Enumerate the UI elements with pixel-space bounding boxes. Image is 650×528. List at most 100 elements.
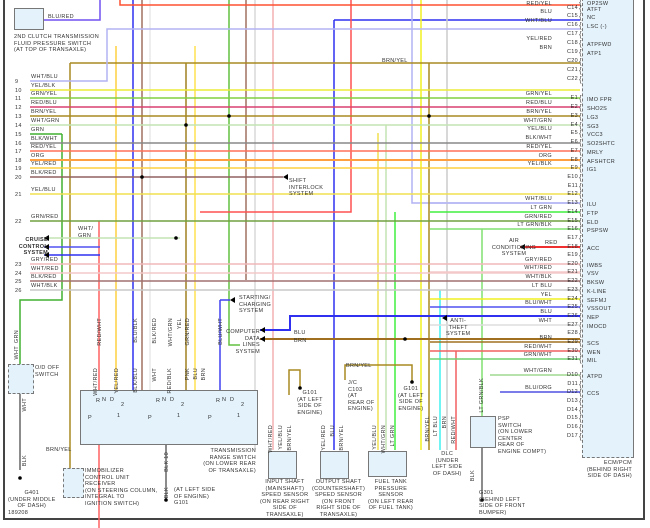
row-wire-label: WHT/GRN: [31, 118, 60, 124]
connector-pin-bracket: {: [579, 347, 582, 356]
arrow-icon: [520, 244, 525, 250]
dlc_wires-label: LT BLU: [433, 416, 439, 436]
ecm-pin-d10: D10: [567, 372, 578, 378]
connector-pin-bracket: {: [579, 234, 582, 243]
ecm-wire-label: YEL: [540, 292, 552, 298]
clutch-switch-label: 2ND CLUTCH TRANSMISSION FLUID PRESSURE S…: [14, 34, 100, 53]
clutch-pressure-switch: [14, 8, 44, 30]
connector-pin-bracket: {: [579, 312, 582, 321]
ecm-pin-d11: D11: [567, 381, 578, 387]
row-number: 16: [15, 141, 22, 147]
connector-pin-bracket: {: [579, 397, 582, 406]
arrow-icon: [260, 327, 265, 333]
arrow-icon: [44, 252, 49, 258]
row-number: 14: [15, 123, 22, 129]
ecm-wire-label: GRN/WHT: [523, 352, 552, 358]
od-wire-wht: WHT: [14, 346, 20, 360]
ecm-pin-name: PSPSW: [587, 228, 609, 234]
psp-wire-label: LT GRN/BLK: [479, 378, 485, 413]
ecm-pin-e3: E3: [570, 113, 578, 119]
connector-pin-bracket: {: [579, 225, 582, 234]
ecm-wire-label: LT GRN/BLK: [517, 222, 552, 228]
trs_wires-label: BLK/BLU: [133, 368, 139, 393]
top-wire-label: BRN/YEL: [382, 58, 408, 64]
arrow-icon: [230, 297, 235, 303]
connector-pin-bracket: {: [579, 371, 582, 380]
ground-icon: [298, 386, 302, 390]
row-number: 17: [15, 149, 22, 155]
wire-row-9: [30, 28, 580, 82]
ground-icon: [164, 498, 168, 502]
output-shaft-speed-sensor: [320, 451, 349, 479]
fuel_wires-label: WHT/GRN: [381, 425, 387, 454]
trs-position-N: N: [102, 397, 107, 403]
arrow-icon: [260, 336, 265, 342]
ecm-pin-name: IMO FPR: [587, 97, 613, 103]
ecm-wire-label: GRY/RED: [524, 257, 552, 263]
ecm-wire-label: GRN/RED: [524, 214, 552, 220]
dlc-label: DLC (UNDER LEFT SIDE OF DASH): [432, 451, 463, 477]
fuel-tank-label: FUEL TANK PRESSURE SENSOR (ON LEFT REAR …: [368, 479, 414, 511]
g101-mid-label: G101 (AT LEFT SIDE OF ENGINE): [297, 390, 323, 416]
row-wire-label: BLK/RED: [31, 170, 57, 176]
splice-dot: [227, 114, 231, 118]
cd-blu-label: BLU: [294, 330, 306, 336]
trs-blk: BLK: [164, 487, 170, 499]
output_wires-label: YEL/RED: [321, 425, 327, 451]
row-number: 25: [15, 279, 22, 285]
ecm-pin-d13: D13: [567, 398, 578, 404]
row-number: 13: [15, 114, 22, 120]
ecm-wire-label: YEL/BLU: [527, 126, 552, 132]
connector-pin-bracket: {: [579, 277, 582, 286]
wire-jc: [344, 364, 413, 382]
ecm-wire-label: RED/WHT: [524, 344, 552, 350]
ecm-pin-name: VCC3: [587, 132, 603, 138]
row-wire-label: RED/BLU: [31, 100, 57, 106]
ecm-pin-e25: E25: [567, 304, 578, 310]
splice-dot: [427, 114, 431, 118]
trs-position-1: 1: [177, 413, 181, 419]
row-wire-label: RED/YEL: [31, 144, 57, 150]
ecm-pin-c21: C21: [567, 67, 578, 73]
arrow-icon: [44, 244, 49, 250]
ecm-pin-name: ATPD: [587, 374, 603, 380]
trs_wires_top-label: YEL: [177, 318, 183, 330]
g401-wire: BLK: [22, 455, 28, 467]
row-wire-label: GRY/RED: [31, 257, 59, 263]
connector-pin-bracket: {: [579, 268, 582, 277]
ecm-pin-name: SG3: [587, 124, 599, 130]
ecm-pin-e29: E29: [567, 339, 578, 345]
connector-pin-bracket: {: [579, 414, 582, 423]
ecm-pin-c22: C22: [567, 76, 578, 82]
ecm-pin-name: SHO2S: [587, 106, 608, 112]
connector-pin-bracket: {: [579, 94, 582, 103]
ecm-pin-e26: E26: [567, 313, 578, 319]
diagram-frame: [3, 0, 645, 520]
splice-dot: [174, 236, 178, 240]
ecm-pin-e17: E17: [567, 235, 578, 241]
row-wire-label: YEL/BLK: [31, 83, 56, 89]
g101-right-label: G101 (AT LEFT SIDE OF ENGINE): [398, 386, 424, 412]
figure-id: 189208: [8, 510, 29, 516]
connector-pin-bracket: {: [579, 112, 582, 121]
ecm-wire-label: WHT/BLK: [525, 274, 552, 280]
ecm-pin-name: ATPFWD: [587, 42, 612, 48]
ecm-pin-e4: E4: [570, 122, 578, 128]
connector-pin-bracket: {: [579, 423, 582, 432]
connector-pin-bracket: {: [579, 406, 582, 415]
trs-position-P: P: [148, 415, 152, 421]
connector-pin-bracket: {: [579, 295, 582, 304]
wire-vertical: [228, 0, 240, 346]
ecm-wire-label: ORG: [538, 153, 552, 159]
trs_wires-label: BLU: [193, 368, 199, 380]
od-off-switch: [8, 364, 34, 394]
connector-pin-bracket: {: [579, 4, 582, 13]
connector-pin-bracket: {: [579, 260, 582, 269]
connector-pin-bracket: {: [579, 182, 582, 191]
ecm-pin-c19: C19: [567, 49, 578, 55]
ecm-pin-e21: E21: [567, 269, 578, 275]
row-number: 12: [15, 105, 22, 111]
ecm-wire-label: LT GRN: [530, 205, 552, 211]
ecm-wire-label: RED/BLU: [526, 100, 552, 106]
fuel_wires-label: LT GRN: [390, 425, 396, 447]
